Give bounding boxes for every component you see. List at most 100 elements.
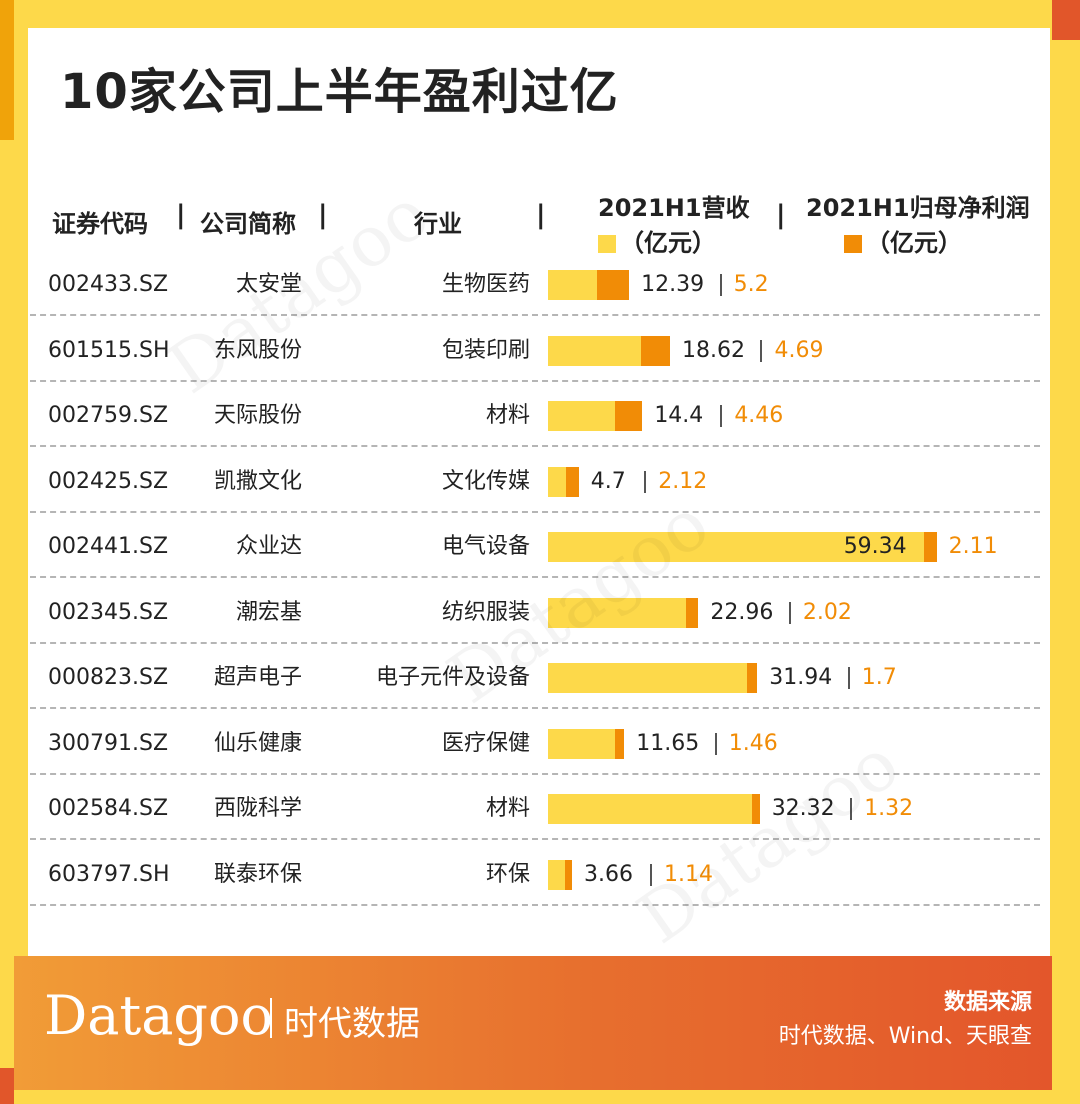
label-revenue: 12.39 xyxy=(641,272,705,297)
cell-industry: 医疗保健 xyxy=(441,730,530,756)
label-divider xyxy=(847,667,850,689)
header-profit-line2: （亿元） xyxy=(866,229,962,257)
bar-profit xyxy=(614,401,643,431)
cell-industry: 电子元件及设备 xyxy=(375,665,530,690)
bar-profit xyxy=(685,597,699,628)
cell-industry: 纺织服装 xyxy=(441,599,530,625)
table-row: 002345.SZ 潮宏基 纺织服装 22.96 2.02 xyxy=(30,592,1040,657)
header-separator: | xyxy=(176,200,186,230)
cell-industry: 材料 xyxy=(485,403,530,428)
label-profit: 4.46 xyxy=(734,403,784,428)
label-revenue: 22.96 xyxy=(710,599,774,625)
bar-profit xyxy=(615,728,625,759)
bar-profit xyxy=(923,532,937,562)
bar-profit xyxy=(751,794,760,824)
bar-profit xyxy=(565,466,579,497)
row-divider xyxy=(30,379,1040,382)
cell-name: 太安堂 xyxy=(235,272,302,297)
bar-revenue xyxy=(548,794,760,824)
bar-profit xyxy=(597,270,630,300)
label-profit: 2.12 xyxy=(658,468,708,494)
table-row: 300791.SZ 仙乐健康 医疗保健 11.65 1.46 xyxy=(30,723,1040,788)
row-divider xyxy=(30,838,1040,840)
label-profit: 4.69 xyxy=(774,337,824,363)
frame-accent-bottom-left xyxy=(0,1068,14,1104)
table-row: 000823.SZ 超声电子 电子元件及设备 31.94 1.7 xyxy=(30,657,1040,722)
brand-name-cn: 时代数据 xyxy=(284,1004,420,1044)
table-row: 002441.SZ 众业达 电气设备 59.34 2.11 xyxy=(30,526,1040,591)
header-revenue-line1: 2021H1营收 xyxy=(598,194,750,222)
label-profit: 1.46 xyxy=(728,730,778,756)
cell-industry: 文化传媒 xyxy=(441,468,530,494)
table-row: 002425.SZ 凯撒文化 文化传媒 4.7 2.12 xyxy=(30,461,1040,526)
bar-profit xyxy=(564,859,572,890)
label-revenue: 18.62 xyxy=(681,337,745,363)
table-row: 603797.SH 联泰环保 环保 3.66 1.14 xyxy=(30,854,1040,919)
cell-code: 300791.SZ xyxy=(48,730,169,756)
cell-industry: 环保 xyxy=(485,861,530,887)
cell-code: 603797.SH xyxy=(48,861,170,887)
row-divider xyxy=(30,903,1040,906)
source-label: 数据来源 xyxy=(943,990,1032,1015)
cell-name: 东风股份 xyxy=(213,337,302,363)
cell-name: 潮宏基 xyxy=(235,599,302,625)
label-divider xyxy=(760,339,763,362)
brand-logo-text: Datagoo xyxy=(44,984,273,1047)
cell-industry: 材料 xyxy=(485,796,530,821)
label-divider xyxy=(644,470,647,493)
cell-code: 601515.SH xyxy=(48,337,170,363)
cell-name: 众业达 xyxy=(235,534,302,559)
cell-industry: 包装印刷 xyxy=(441,337,530,363)
row-divider xyxy=(30,314,1040,316)
row-divider xyxy=(30,510,1040,513)
label-divider xyxy=(788,601,791,624)
cell-code: 002759.SZ xyxy=(48,403,169,428)
label-profit: 5.2 xyxy=(733,272,769,297)
label-divider xyxy=(714,732,717,755)
header-profit-line1: 2021H1归母净利润 xyxy=(806,194,1030,222)
table-row: 002584.SZ 西陇科学 材料 32.32 1.32 xyxy=(30,788,1040,853)
label-divider xyxy=(649,863,652,886)
bar-revenue xyxy=(548,532,937,562)
cell-code: 002441.SZ xyxy=(48,534,169,559)
label-profit: 1.7 xyxy=(861,665,897,690)
label-revenue: 31.94 xyxy=(769,665,833,690)
header-profit: 2021H1归母净利润 （亿元） xyxy=(806,188,1030,258)
cell-code: 002425.SZ xyxy=(48,468,169,494)
cell-name: 凯撒文化 xyxy=(213,468,302,494)
label-divider xyxy=(720,405,723,427)
legend-revenue-swatch xyxy=(598,235,616,253)
cell-code: 000823.SZ xyxy=(48,665,169,690)
label-profit: 2.02 xyxy=(802,599,852,625)
cell-code: 002584.SZ xyxy=(48,796,169,821)
table-row: 002759.SZ 天际股份 材料 14.4 4.46 xyxy=(30,395,1040,460)
cell-industry: 电气设备 xyxy=(441,534,530,559)
label-revenue: 11.65 xyxy=(636,730,700,756)
label-divider xyxy=(719,274,722,296)
bar-profit xyxy=(641,335,670,366)
bar-profit xyxy=(746,663,758,693)
header-profit-legend: （亿元） xyxy=(806,223,1030,258)
frame-accent-bottom-right xyxy=(1052,1074,1080,1104)
cell-name: 联泰环保 xyxy=(213,861,302,887)
header-revenue-line2: （亿元） xyxy=(620,229,716,257)
cell-industry: 生物医药 xyxy=(441,272,530,297)
header-separator: | xyxy=(318,200,328,230)
cell-name: 超声电子 xyxy=(213,665,302,690)
header-name: 公司简称 xyxy=(200,210,296,238)
source-value: 时代数据、Wind、天眼查 xyxy=(778,1024,1032,1049)
header-revenue: 2021H1营收 （亿元） xyxy=(598,188,750,258)
chart-title: 10家公司上半年盈利过亿 xyxy=(60,64,619,120)
label-profit: 1.14 xyxy=(663,861,713,887)
label-revenue: 32.32 xyxy=(771,796,835,821)
bar-revenue xyxy=(548,597,699,628)
header-industry: 行业 xyxy=(414,210,462,238)
label-divider xyxy=(850,798,853,820)
row-divider xyxy=(30,641,1040,644)
table-row: 601515.SH 东风股份 包装印刷 18.62 4.69 xyxy=(30,330,1040,395)
brand-divider xyxy=(270,998,272,1038)
cell-name: 天际股份 xyxy=(213,403,302,428)
header-revenue-legend: （亿元） xyxy=(598,223,750,258)
frame-accent-top-right xyxy=(1052,0,1080,40)
row-divider xyxy=(30,445,1040,447)
